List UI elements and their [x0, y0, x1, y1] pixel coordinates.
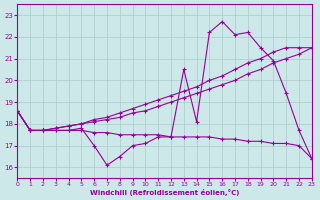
X-axis label: Windchill (Refroidissement éolien,°C): Windchill (Refroidissement éolien,°C): [90, 189, 239, 196]
